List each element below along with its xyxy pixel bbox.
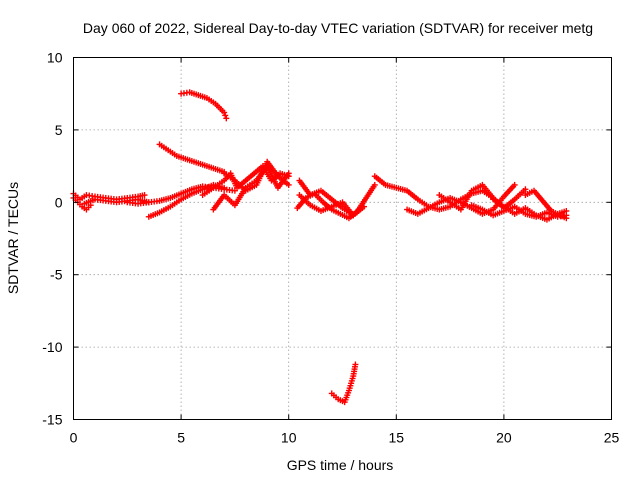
y-tick-label: -10 bbox=[42, 339, 62, 355]
data-point bbox=[222, 112, 229, 119]
y-axis-label: SDTVAR / TECUs bbox=[5, 182, 21, 294]
data-point bbox=[522, 186, 529, 193]
chart-title: Day 060 of 2022, Sidereal Day-to-day VTE… bbox=[83, 20, 593, 36]
data-point bbox=[361, 203, 368, 210]
x-tick-label: 25 bbox=[604, 430, 620, 446]
plot-frame bbox=[73, 57, 612, 420]
data-point bbox=[221, 184, 228, 191]
data-point bbox=[285, 181, 292, 188]
data-point bbox=[141, 192, 148, 199]
data-point bbox=[563, 215, 570, 222]
data-point bbox=[352, 361, 359, 368]
x-tick-label: 20 bbox=[496, 430, 512, 446]
data-point bbox=[285, 170, 292, 177]
data-point bbox=[511, 181, 518, 188]
data-point bbox=[563, 207, 570, 214]
x-tick-label: 5 bbox=[177, 430, 185, 446]
data-point bbox=[221, 109, 228, 116]
data-point bbox=[371, 181, 378, 188]
y-tick-label: -5 bbox=[50, 267, 63, 283]
y-tick-label: 5 bbox=[55, 122, 63, 138]
data-point bbox=[223, 115, 230, 122]
x-tick-label: 0 bbox=[70, 430, 78, 446]
y-tick-label: 10 bbox=[47, 50, 63, 66]
y-tick-label: -15 bbox=[42, 412, 62, 428]
y-tick-label: 0 bbox=[55, 194, 63, 210]
axis-ticks: 0 5 10 15 20 25 -15 -10 -5 0 5 10 bbox=[42, 50, 619, 446]
x-axis-label: GPS time / hours bbox=[287, 457, 394, 473]
data-markers bbox=[70, 89, 570, 406]
x-tick-label: 10 bbox=[281, 430, 297, 446]
x-tick-label: 15 bbox=[389, 430, 405, 446]
